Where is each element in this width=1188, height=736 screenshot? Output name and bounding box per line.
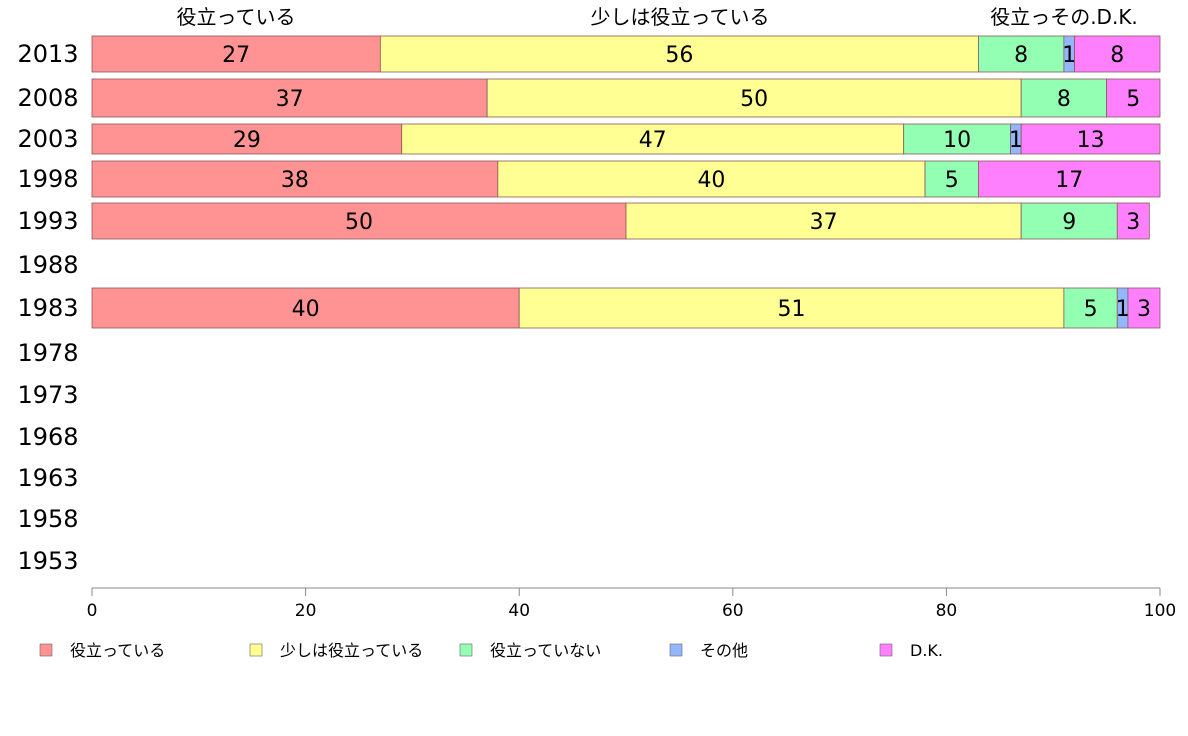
- segment-value-label: 1: [1009, 128, 1023, 153]
- bar-segment: [1127, 287, 1161, 329]
- year-label: 2003: [17, 125, 78, 153]
- column-header: 少しは役立っている: [591, 5, 770, 29]
- bar-segment: [401, 123, 905, 155]
- year-label: 1963: [17, 464, 78, 492]
- segment-value-label: 3: [1137, 297, 1151, 322]
- bar-segment: [91, 160, 499, 198]
- year-label: 1988: [17, 251, 78, 279]
- year-label: 1978: [17, 339, 78, 367]
- bar-segment: [91, 287, 520, 329]
- segment-value-label: 13: [1077, 128, 1105, 153]
- year-label: 1958: [17, 505, 78, 533]
- bar-segment: [486, 78, 1022, 118]
- segment-value-label: 40: [292, 297, 320, 322]
- segment-value-label: 8: [1057, 87, 1071, 112]
- segment-value-label: 38: [281, 168, 309, 193]
- segment-value-label: 10: [943, 128, 971, 153]
- legend-swatch: [39, 643, 53, 657]
- year-label: 2008: [17, 84, 78, 112]
- bar-segment: [497, 160, 926, 198]
- column-header: 役立っている: [177, 5, 296, 29]
- bar-segment: [91, 78, 488, 118]
- legend-label: 役立っている: [70, 641, 165, 660]
- bar-segment: [91, 123, 403, 155]
- legend-swatch: [879, 643, 893, 657]
- bar-segment: [978, 35, 1065, 73]
- segment-value-label: 9: [1062, 210, 1076, 235]
- legend-swatch: [459, 643, 473, 657]
- segment-value-label: 29: [233, 128, 261, 153]
- bar-segment: [1063, 287, 1118, 329]
- year-label: 1968: [17, 423, 78, 451]
- bar-segment: [1074, 35, 1161, 73]
- legend-label: 少しは役立っている: [280, 641, 423, 660]
- bar-segment: [379, 35, 979, 73]
- x-tick-label: 40: [508, 601, 530, 621]
- year-label: 1973: [17, 381, 78, 409]
- segment-value-label: 17: [1055, 168, 1083, 193]
- x-tick-label: 60: [722, 601, 744, 621]
- x-tick-label: 100: [1144, 601, 1176, 621]
- segment-value-label: 8: [1110, 43, 1124, 68]
- bar-segment: [1106, 78, 1161, 118]
- legend-swatch: [249, 643, 263, 657]
- segment-value-label: 5: [1084, 297, 1098, 322]
- x-tick-label: 80: [936, 601, 958, 621]
- bar-segment: [924, 160, 979, 198]
- bar-segment: [625, 202, 1022, 240]
- segment-value-label: 5: [945, 168, 959, 193]
- segment-value-label: 37: [810, 210, 838, 235]
- segment-value-label: 1: [1116, 297, 1130, 322]
- year-label: 1953: [17, 547, 78, 575]
- segment-value-label: 50: [345, 210, 373, 235]
- bar-segment: [978, 160, 1161, 198]
- year-label: 1983: [17, 294, 78, 322]
- segment-value-label: 3: [1126, 210, 1140, 235]
- year-label: 1998: [17, 165, 78, 193]
- legend-label: その他: [700, 641, 748, 660]
- segment-value-label: 8: [1014, 43, 1028, 68]
- segment-value-label: 1: [1062, 43, 1076, 68]
- bar-segment: [91, 202, 627, 240]
- legend-swatch: [669, 643, 683, 657]
- bar-segment: [903, 123, 1011, 155]
- segment-value-label: 37: [276, 87, 304, 112]
- year-label: 1993: [17, 207, 78, 235]
- legend-label: D.K.: [910, 641, 943, 660]
- year-label: 2013: [17, 40, 78, 68]
- x-tick-label: 0: [87, 601, 98, 621]
- bar-segment: [1116, 202, 1150, 240]
- segment-value-label: 5: [1126, 87, 1140, 112]
- bar-segment: [1020, 123, 1161, 155]
- legend-label: 役立っていない: [490, 641, 601, 660]
- segment-value-label: 47: [639, 128, 667, 153]
- segment-value-label: 27: [222, 43, 250, 68]
- bar-segment: [91, 35, 381, 73]
- bar-segment: [1020, 78, 1107, 118]
- segment-value-label: 40: [697, 168, 725, 193]
- segment-value-label: 50: [740, 87, 768, 112]
- segment-value-label: 51: [778, 297, 806, 322]
- column-header: 役立っその.D.K.: [990, 5, 1138, 29]
- bar-segment: [1020, 202, 1118, 240]
- x-tick-label: 20: [295, 601, 317, 621]
- segment-value-label: 56: [665, 43, 693, 68]
- bar-segment: [518, 287, 1065, 329]
